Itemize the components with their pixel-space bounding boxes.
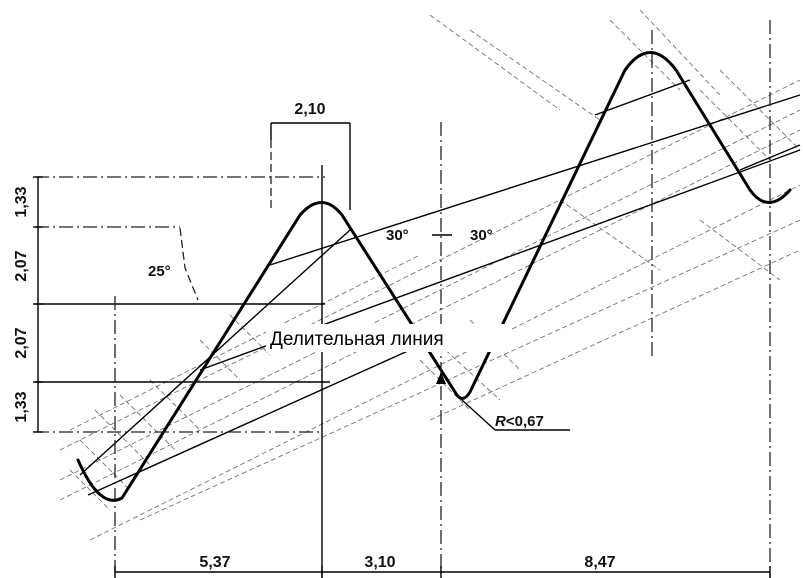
angle-left: 25°: [148, 263, 171, 280]
bottom-dimension-chain: [114, 566, 771, 578]
vertical-axes: [114, 20, 771, 578]
dim-bottom-1: 5,37: [199, 554, 230, 571]
flank-lines: [79, 79, 801, 496]
dim-bottom-2: 3,10: [364, 554, 395, 571]
thread-profile: [76, 51, 792, 502]
dim-left-3: 2,07: [13, 327, 30, 358]
angle-center-right: 30°: [470, 227, 493, 244]
left-dimension-chain: [33, 176, 43, 433]
pitch-line-label-bg: [266, 324, 510, 352]
radius-value: <0,67: [506, 413, 544, 430]
horizontal-references: [35, 176, 330, 433]
dim-bottom-3: 8,47: [584, 554, 615, 571]
radius-callout: [436, 372, 570, 431]
dim-left-2: 2,07: [13, 250, 30, 281]
radius-label: R<0,67: [495, 413, 544, 430]
dim-left-4: 1,33: [13, 391, 30, 422]
radius-prefix: R: [495, 413, 506, 430]
angle-center-left: 30°: [386, 227, 409, 244]
pitch-line-label: Делительная линия: [270, 329, 444, 350]
dim-top-width: 2,10: [294, 101, 325, 118]
angle-marks: [179, 227, 452, 301]
dim-left-1: 1,33: [13, 186, 30, 217]
top-dimension: [270, 122, 351, 210]
